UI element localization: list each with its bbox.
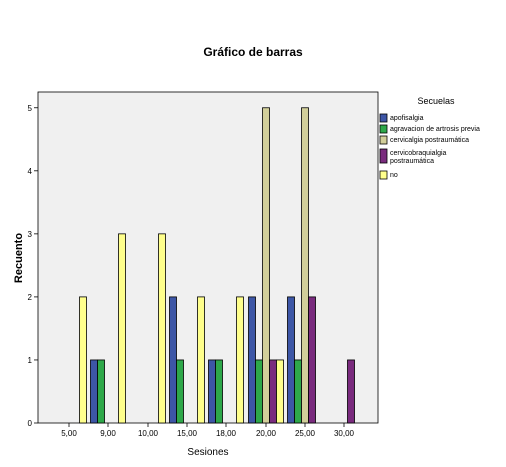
bar-apofisalgia-3	[169, 296, 177, 424]
bar-no-2	[158, 233, 166, 424]
x-tick-label: 25,00	[295, 429, 316, 438]
bar-no-5	[276, 359, 284, 424]
bar-cervicalgia-postraum-tica-6	[301, 107, 309, 424]
legend-swatch	[379, 135, 388, 145]
legend-swatch	[379, 113, 388, 123]
x-tick-label: 9,00	[100, 429, 116, 438]
y-tick-label: 0	[28, 419, 33, 428]
y-axis: 0 1 2 3 4 5	[28, 104, 38, 428]
x-tick-label: 15,00	[177, 429, 198, 438]
legend: Secuelas apofisalgia agravacion de artros…	[379, 96, 480, 180]
bar-agravacion-de-artrosis-previa-6	[294, 359, 302, 424]
y-axis-label: Recuento	[13, 233, 25, 283]
legend-label: apofisalgia	[390, 115, 424, 122]
x-tick-label: 10,00	[138, 429, 159, 438]
plot-area	[37, 91, 379, 424]
x-axis: 5,00 9,00 10,00 15,00 18,00 20,00 25,00 30,00	[61, 423, 355, 438]
bar-cervicobraquialgia-postraum-tica-6	[308, 296, 316, 424]
bar-agravacion-de-artrosis-previa-5	[255, 359, 263, 424]
bar-cervicobraquialgia-postraum-tica-7	[347, 359, 355, 424]
legend-swatch	[379, 124, 388, 134]
legend-label: agravacion de artrosis previa	[390, 126, 480, 133]
legend-label: cervicobraquialgia postraumática	[390, 150, 447, 165]
legend-label: no	[390, 172, 398, 179]
legend-swatch	[379, 148, 388, 164]
bar-apofisalgia-5	[248, 296, 256, 424]
bar-no-1	[118, 233, 126, 424]
bar-agravacion-de-artrosis-previa-4	[215, 359, 223, 424]
legend-label: cervicalgia postraumática	[390, 137, 469, 144]
x-tick-label: 5,00	[61, 429, 77, 438]
x-tick-label: 30,00	[334, 429, 355, 438]
bar-apofisalgia-1	[90, 359, 98, 424]
chart-title: Gráfico de barras	[203, 45, 303, 59]
bar-no-0	[79, 296, 87, 424]
bar-no-4	[236, 296, 244, 424]
x-tick-label: 20,00	[256, 429, 277, 438]
legend-title: Secuelas	[417, 96, 455, 106]
bar-cervicobraquialgia-postraum-tica-5	[269, 359, 277, 424]
bar-agravacion-de-artrosis-previa-3	[176, 359, 184, 424]
y-tick-label: 3	[28, 230, 33, 239]
bar-agravacion-de-artrosis-previa-1	[97, 359, 105, 424]
y-tick-label: 5	[28, 104, 33, 113]
bar-cervicalgia-postraum-tica-5	[262, 107, 270, 424]
x-axis-label: Sesiones	[187, 447, 228, 458]
legend-items: apofisalgia agravacion de artrosis previa…	[379, 113, 480, 180]
y-tick-label: 2	[28, 293, 33, 302]
x-tick-label: 18,00	[216, 429, 237, 438]
y-tick-label: 1	[28, 356, 33, 365]
bar-apofisalgia-4	[208, 359, 216, 424]
bars-layer	[79, 107, 355, 424]
y-tick-label: 4	[28, 167, 33, 176]
bar-apofisalgia-6	[287, 296, 295, 424]
legend-swatch	[379, 170, 388, 180]
bar-no-3	[197, 296, 205, 424]
